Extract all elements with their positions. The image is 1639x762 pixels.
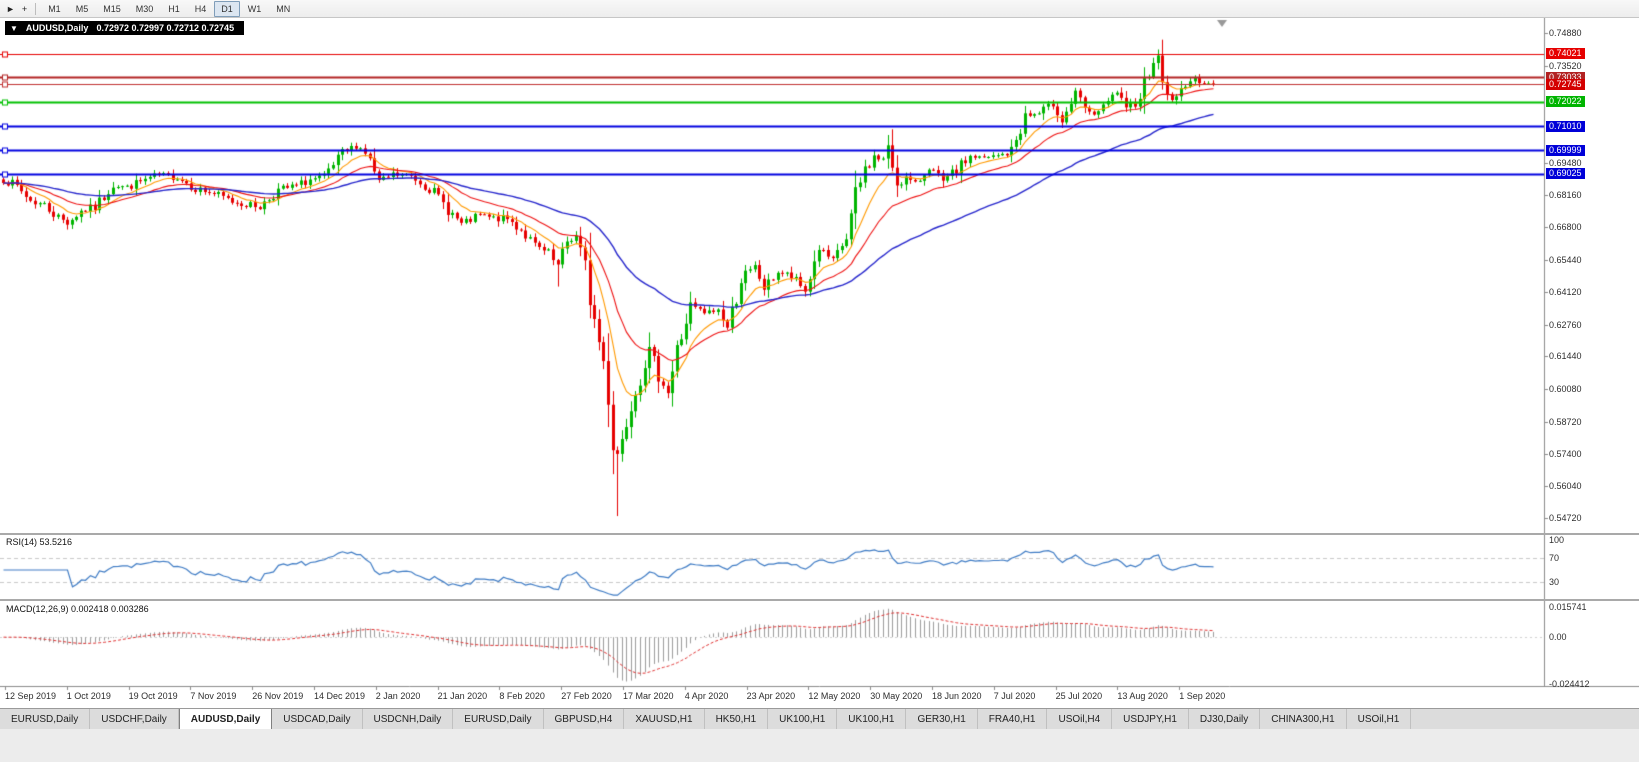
tab-gbpusd-h4[interactable]: GBPUSD,H4 [543, 709, 625, 730]
chart-dropdown-icon[interactable]: ▼ [10, 23, 18, 33]
panel-separator-macd[interactable] [0, 599, 1639, 601]
tab-xauusd-h1[interactable]: XAUUSD,H1 [624, 709, 705, 730]
window-bottom-area [0, 729, 1639, 762]
tab-usoil-h1[interactable]: USOil,H1 [1346, 709, 1412, 730]
tab-usoil-h4[interactable]: USOil,H4 [1047, 709, 1113, 730]
tf-button-w1[interactable]: W1 [247, 3, 262, 14]
tab-usdcad-daily[interactable]: USDCAD,Daily [272, 709, 363, 730]
price-label-0-72745[interactable]: 0.72745 [1546, 78, 1585, 90]
cursor-icon[interactable]: ► [6, 3, 15, 14]
tab-uk100-h1[interactable]: UK100,H1 [837, 709, 907, 730]
chart-ohlc-values: 0.72972 0.72997 0.72712 0.72745 [96, 23, 235, 33]
tf-button-d1[interactable]: D1 [214, 0, 240, 17]
tab-eurusd-daily[interactable]: EURUSD,Daily [453, 709, 544, 730]
tab-audusd-daily[interactable]: AUDUSD,Daily [178, 709, 273, 730]
tf-button-m1[interactable]: M1 [48, 3, 61, 14]
tf-button-h4[interactable]: H4 [194, 3, 207, 14]
tab-usdchf-daily[interactable]: USDCHF,Daily [90, 709, 179, 730]
crosshair-icon[interactable]: + [21, 3, 28, 14]
price-label-0-73033[interactable]: 0.73033 [1546, 71, 1585, 83]
chart-tab-bar: EURUSD,Daily USDCHF,Daily AUDUSD,Daily USDC… [0, 708, 1639, 730]
toolbar-separator [35, 2, 37, 15]
price-label-0-69999[interactable]: 0.69999 [1546, 144, 1585, 156]
tab-fra40-h1[interactable]: FRA40,H1 [977, 709, 1048, 730]
timeframe-toolbar: ► + M1 M5 M15 M30 H1 H4 D1 W1 MN [0, 0, 1639, 18]
tab-usdcnh-daily[interactable]: USDCNH,Daily [362, 709, 454, 730]
panel-separator-rsi[interactable] [0, 533, 1639, 535]
tf-button-m5[interactable]: M5 [75, 3, 89, 14]
price-label-0-69025[interactable]: 0.69025 [1546, 168, 1585, 180]
tab-uk100-h1[interactable]: UK100,H1 [768, 709, 838, 730]
tf-button-mn[interactable]: MN [276, 3, 291, 14]
tab-dj30-daily[interactable]: DJ30,Daily [1188, 709, 1261, 730]
chart-title-bar[interactable]: ▼ AUDUSD,Daily 0.72972 0.72997 0.72712 0… [5, 21, 245, 35]
tab-china300-h1[interactable]: CHINA300,H1 [1260, 709, 1347, 730]
tf-button-h1[interactable]: H1 [168, 3, 180, 14]
tab-eurusd-daily[interactable]: EURUSD,Daily [0, 709, 91, 730]
tf-button-m15[interactable]: M15 [103, 3, 121, 14]
chart-symbol-period: AUDUSD,Daily [25, 23, 89, 33]
tf-button-m30[interactable]: M30 [135, 3, 154, 14]
chart-canvas[interactable] [0, 18, 1639, 708]
price-label-0-71010[interactable]: 0.71010 [1546, 120, 1585, 132]
tab-hk50-h1[interactable]: HK50,H1 [704, 709, 769, 730]
price-label-0-72022[interactable]: 0.72022 [1546, 96, 1585, 108]
price-label-0-74021[interactable]: 0.74021 [1546, 48, 1585, 60]
tab-usdjpy-h1[interactable]: USDJPY,H1 [1112, 709, 1189, 730]
tab-ger30-h1[interactable]: GER30,H1 [906, 709, 978, 730]
